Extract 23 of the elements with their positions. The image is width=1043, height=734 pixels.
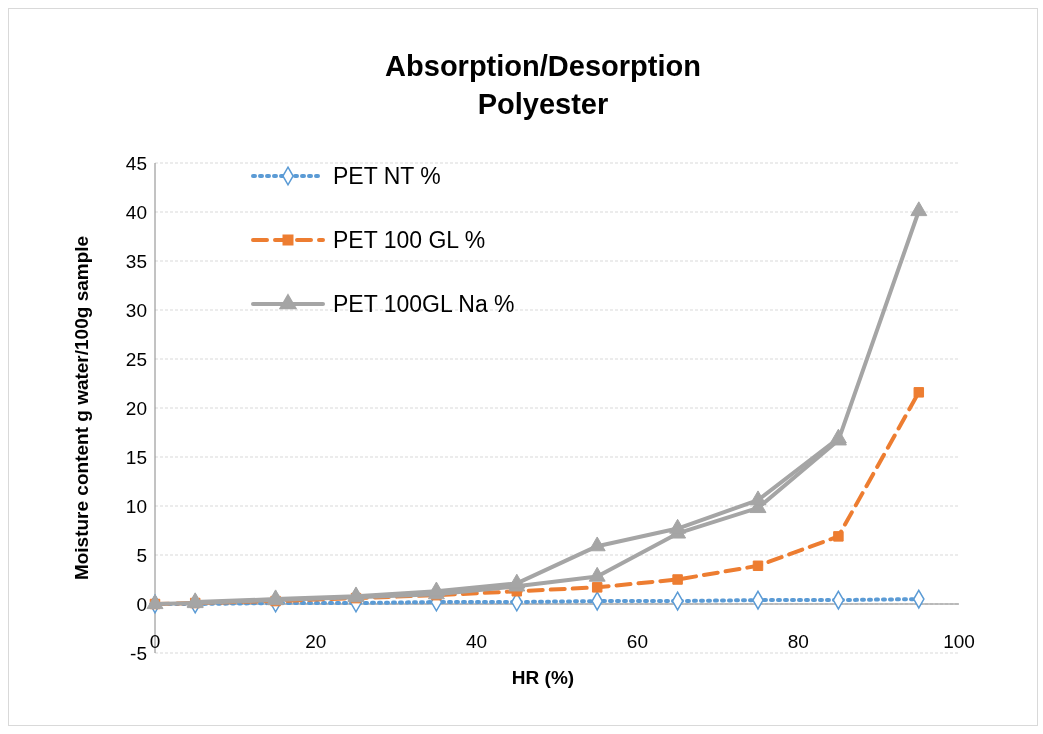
y-axis-title: Moisture content g water/100g sample <box>71 235 92 581</box>
y-tick-label: 20 <box>125 398 147 419</box>
y-tick-label: 45 <box>125 153 147 174</box>
y-tick-label: 15 <box>125 447 147 468</box>
x-tick-label: 40 <box>466 631 488 652</box>
x-tick-label: 100 <box>943 631 975 652</box>
y-tick-label: 35 <box>125 251 147 272</box>
y-tick-label: 40 <box>125 202 147 223</box>
y-tick-label: -5 <box>130 643 147 664</box>
legend-label: PET 100 GL % <box>333 227 486 253</box>
x-tick-label: 80 <box>787 631 809 652</box>
legend-label: PET NT % <box>333 163 441 189</box>
chart-title: Absorption/Desorption Polyester <box>385 50 701 120</box>
x-tick-label: 20 <box>305 631 327 652</box>
x-tick-label: 60 <box>626 631 648 652</box>
y-tick-label: 30 <box>125 300 147 321</box>
legend-label: PET 100GL Na % <box>333 291 515 317</box>
y-tick-label: 0 <box>136 594 147 615</box>
y-tick-label: 5 <box>136 545 147 566</box>
y-tick-label: 10 <box>125 496 147 517</box>
x-tick-label: 0 <box>149 631 161 652</box>
x-axis-title: HR (%) <box>511 667 575 688</box>
y-tick-label: 25 <box>125 349 147 370</box>
